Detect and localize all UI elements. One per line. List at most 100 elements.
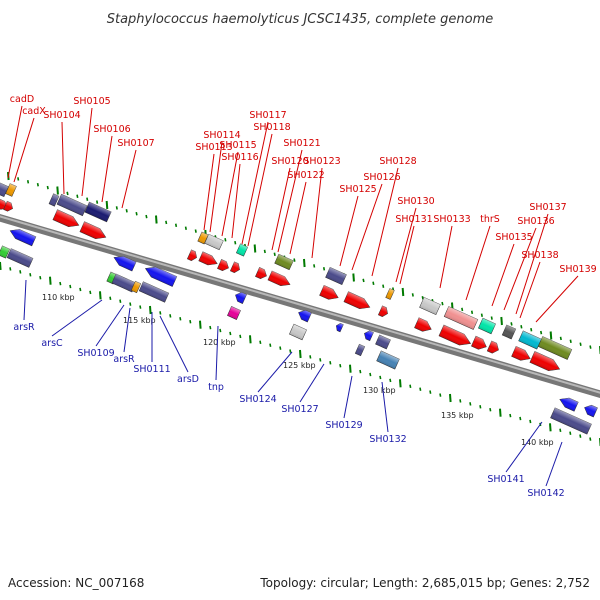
ruler-tick-bottom (249, 335, 252, 344)
ruler-tick-bottom (269, 343, 272, 347)
leader-line (159, 315, 189, 373)
ruler-tick-top (352, 273, 355, 282)
reverse-gene-arrow (335, 322, 344, 333)
gene-label-bottom: tnp (208, 382, 224, 393)
ruler-tick-bottom (169, 314, 172, 318)
gene-label-top: SH0107 (117, 138, 154, 149)
leader-line (535, 275, 579, 323)
ruler-tick-bottom (319, 358, 322, 362)
forward-gene-arrow (438, 324, 472, 346)
ruler-tick-top (313, 264, 316, 268)
gene-label-top: cadX (22, 106, 46, 117)
gene-box (138, 281, 170, 303)
ruler-tick-top (194, 229, 197, 233)
ruler-tick-top (441, 301, 444, 306)
ruler-tick-top (470, 310, 474, 315)
ruler-tick-top (66, 191, 69, 196)
gene-label-bottom: SH0127 (281, 404, 318, 415)
ruler-tick-top (125, 209, 128, 213)
leader-line (465, 225, 491, 301)
reverse-gene-arrow (559, 397, 579, 412)
gene-label-bottom: SH0129 (325, 420, 362, 431)
ruler-tick-bottom (589, 437, 592, 441)
ruler-tick-bottom (349, 364, 352, 373)
reverse-gene-arrow (298, 309, 312, 323)
gene-box (385, 288, 395, 300)
gene-box (419, 296, 441, 316)
ruler-tick-bottom (159, 311, 162, 315)
ruler-tick-bottom (189, 319, 192, 324)
leader-line (123, 307, 131, 353)
gene-box (0, 245, 11, 259)
accession-text: Accession: NC_007168 (8, 576, 144, 590)
ruler-tick-bottom (179, 317, 182, 321)
gene-label-top: SH0128 (379, 156, 416, 167)
gene-box (204, 233, 224, 251)
ruler-tick-top (303, 258, 306, 268)
gene-label-top: SH0120 (271, 156, 308, 167)
ruler-tick-bottom (9, 267, 12, 271)
ruler-tick-top (36, 182, 39, 187)
ruler-tick-top (253, 244, 257, 253)
gene-label-top: SH0133 (433, 214, 470, 225)
leader-line (95, 304, 125, 347)
tick-label: 130 kbp (363, 386, 396, 395)
leader-line (515, 213, 549, 315)
gene-box (501, 324, 517, 340)
ruler-tick-top (96, 200, 99, 204)
ruler-tick-top (382, 284, 385, 288)
gene-label-top: SH0116 (221, 152, 258, 163)
leader-line (343, 375, 353, 419)
forward-gene-arrow (229, 261, 240, 274)
leader-line (81, 107, 93, 197)
ruler-tick-top (17, 177, 20, 181)
leader-line (299, 363, 325, 403)
gene-label-bottom: arsR (13, 322, 35, 333)
leader-line (351, 183, 383, 271)
ruler-tick-bottom (559, 428, 562, 433)
ruler-tick-top (135, 211, 138, 216)
ruler-tick-top (569, 339, 572, 344)
gene-label-top: SH0136 (517, 216, 554, 227)
gene-label-top: SH0104 (43, 110, 80, 121)
ruler-tick-bottom (99, 291, 102, 300)
gene-label-top: SH0115 (219, 140, 256, 151)
ruler-tick-top (115, 206, 118, 210)
leader-line (271, 167, 291, 251)
ruler-tick-bottom (419, 387, 422, 391)
leader-line (7, 105, 23, 179)
gene-label-bottom: SH0111 (133, 364, 170, 375)
ruler-tick-top (362, 278, 365, 283)
ruler-tick-top (56, 186, 59, 195)
leader-line (203, 153, 215, 231)
ruler-tick-bottom (209, 325, 212, 330)
ruler-tick-top (540, 330, 543, 335)
ruler-tick-bottom (339, 363, 342, 368)
ruler-tick-top (224, 238, 227, 242)
ruler-tick-bottom (109, 296, 112, 301)
leader-line (277, 149, 303, 253)
ruler-tick-bottom (579, 434, 582, 438)
ruler-tick-top (46, 185, 49, 190)
ruler-tick-top (273, 252, 276, 257)
forward-gene-arrow (414, 317, 432, 332)
ruler-tick-top (184, 226, 187, 230)
ruler-tick-bottom (359, 369, 362, 374)
gene-box (106, 271, 118, 285)
ruler-tick-top (411, 293, 414, 297)
ruler-tick-bottom (69, 284, 72, 289)
gene-label-top: SH0106 (93, 124, 130, 135)
ruler-tick-top (520, 325, 523, 329)
leader-line (241, 121, 269, 245)
ruler-tick-top (105, 200, 109, 210)
leader-line (23, 279, 27, 321)
ruler-tick-top (26, 180, 30, 184)
leader-line (339, 195, 359, 267)
gene-box (376, 350, 400, 370)
gene-box (550, 407, 592, 435)
leader-line (101, 135, 113, 203)
ruler-tick-top (372, 281, 375, 286)
ruler-tick-bottom (429, 390, 432, 394)
ruler-tick-top (165, 220, 168, 225)
gene-label-bottom: SH0124 (239, 394, 276, 405)
